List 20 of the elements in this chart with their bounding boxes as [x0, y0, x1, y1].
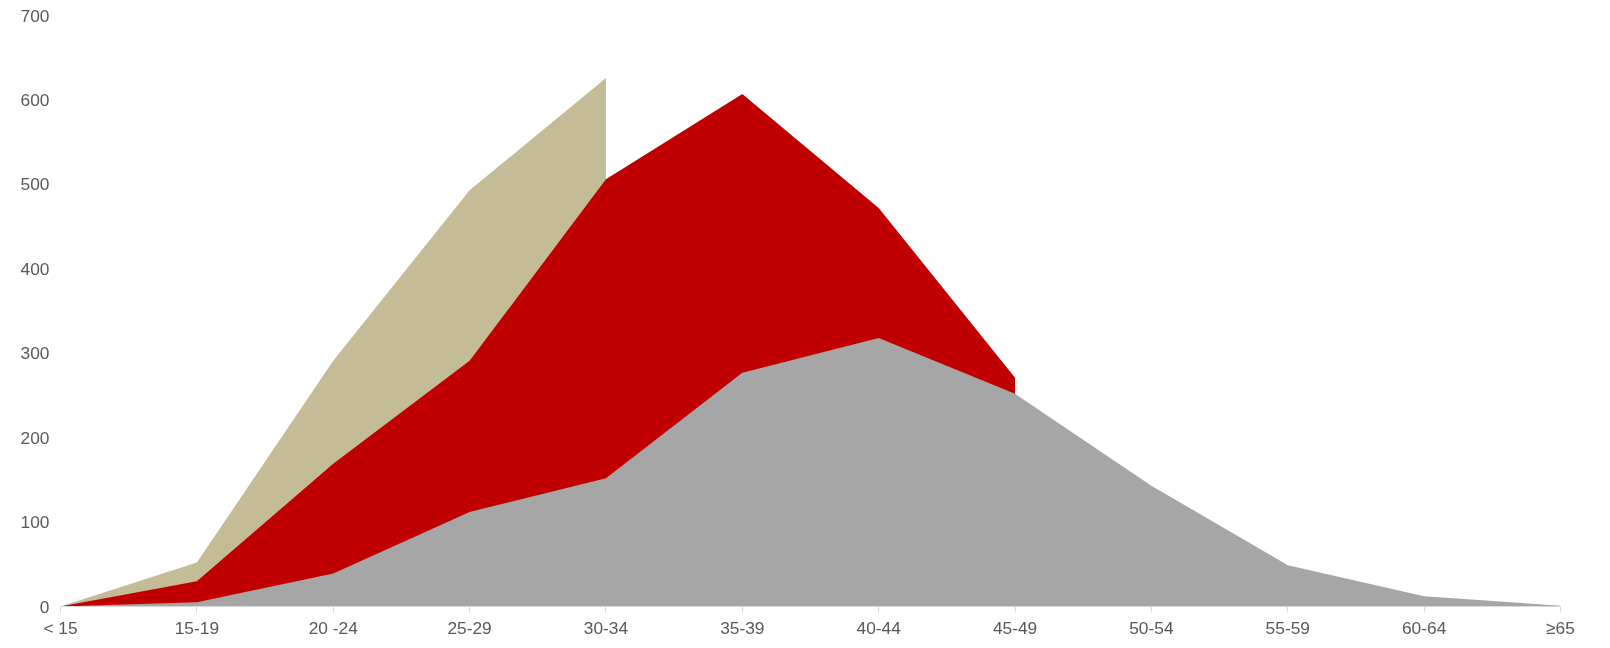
y-tick-label: 700: [20, 5, 50, 26]
x-tick-label: 50-54: [1129, 617, 1174, 638]
x-tick-label: 55-59: [1265, 617, 1310, 638]
y-tick-label: 300: [20, 343, 50, 364]
y-tick-label: 200: [20, 427, 50, 448]
y-tick-label: 500: [20, 174, 50, 195]
x-tick-label: 25-29: [447, 617, 492, 638]
x-tick-label: 20 -24: [308, 617, 359, 638]
x-tick-label: 35-39: [720, 617, 765, 638]
x-tick-label: 30-34: [583, 617, 629, 638]
x-tick-label: 40-44: [856, 617, 902, 638]
y-tick-label: 100: [20, 512, 50, 533]
y-tick-label: 400: [20, 258, 50, 279]
x-tick-label: 60-64: [1401, 617, 1447, 638]
x-tick-label: < 15: [43, 617, 78, 638]
x-tick-label: ≥65: [1546, 617, 1575, 638]
x-tick-label: 45-49: [992, 617, 1038, 638]
y-tick-label: 0: [39, 596, 50, 617]
y-tick-label: 600: [20, 89, 50, 110]
x-tick-label: 15-19: [174, 617, 220, 638]
